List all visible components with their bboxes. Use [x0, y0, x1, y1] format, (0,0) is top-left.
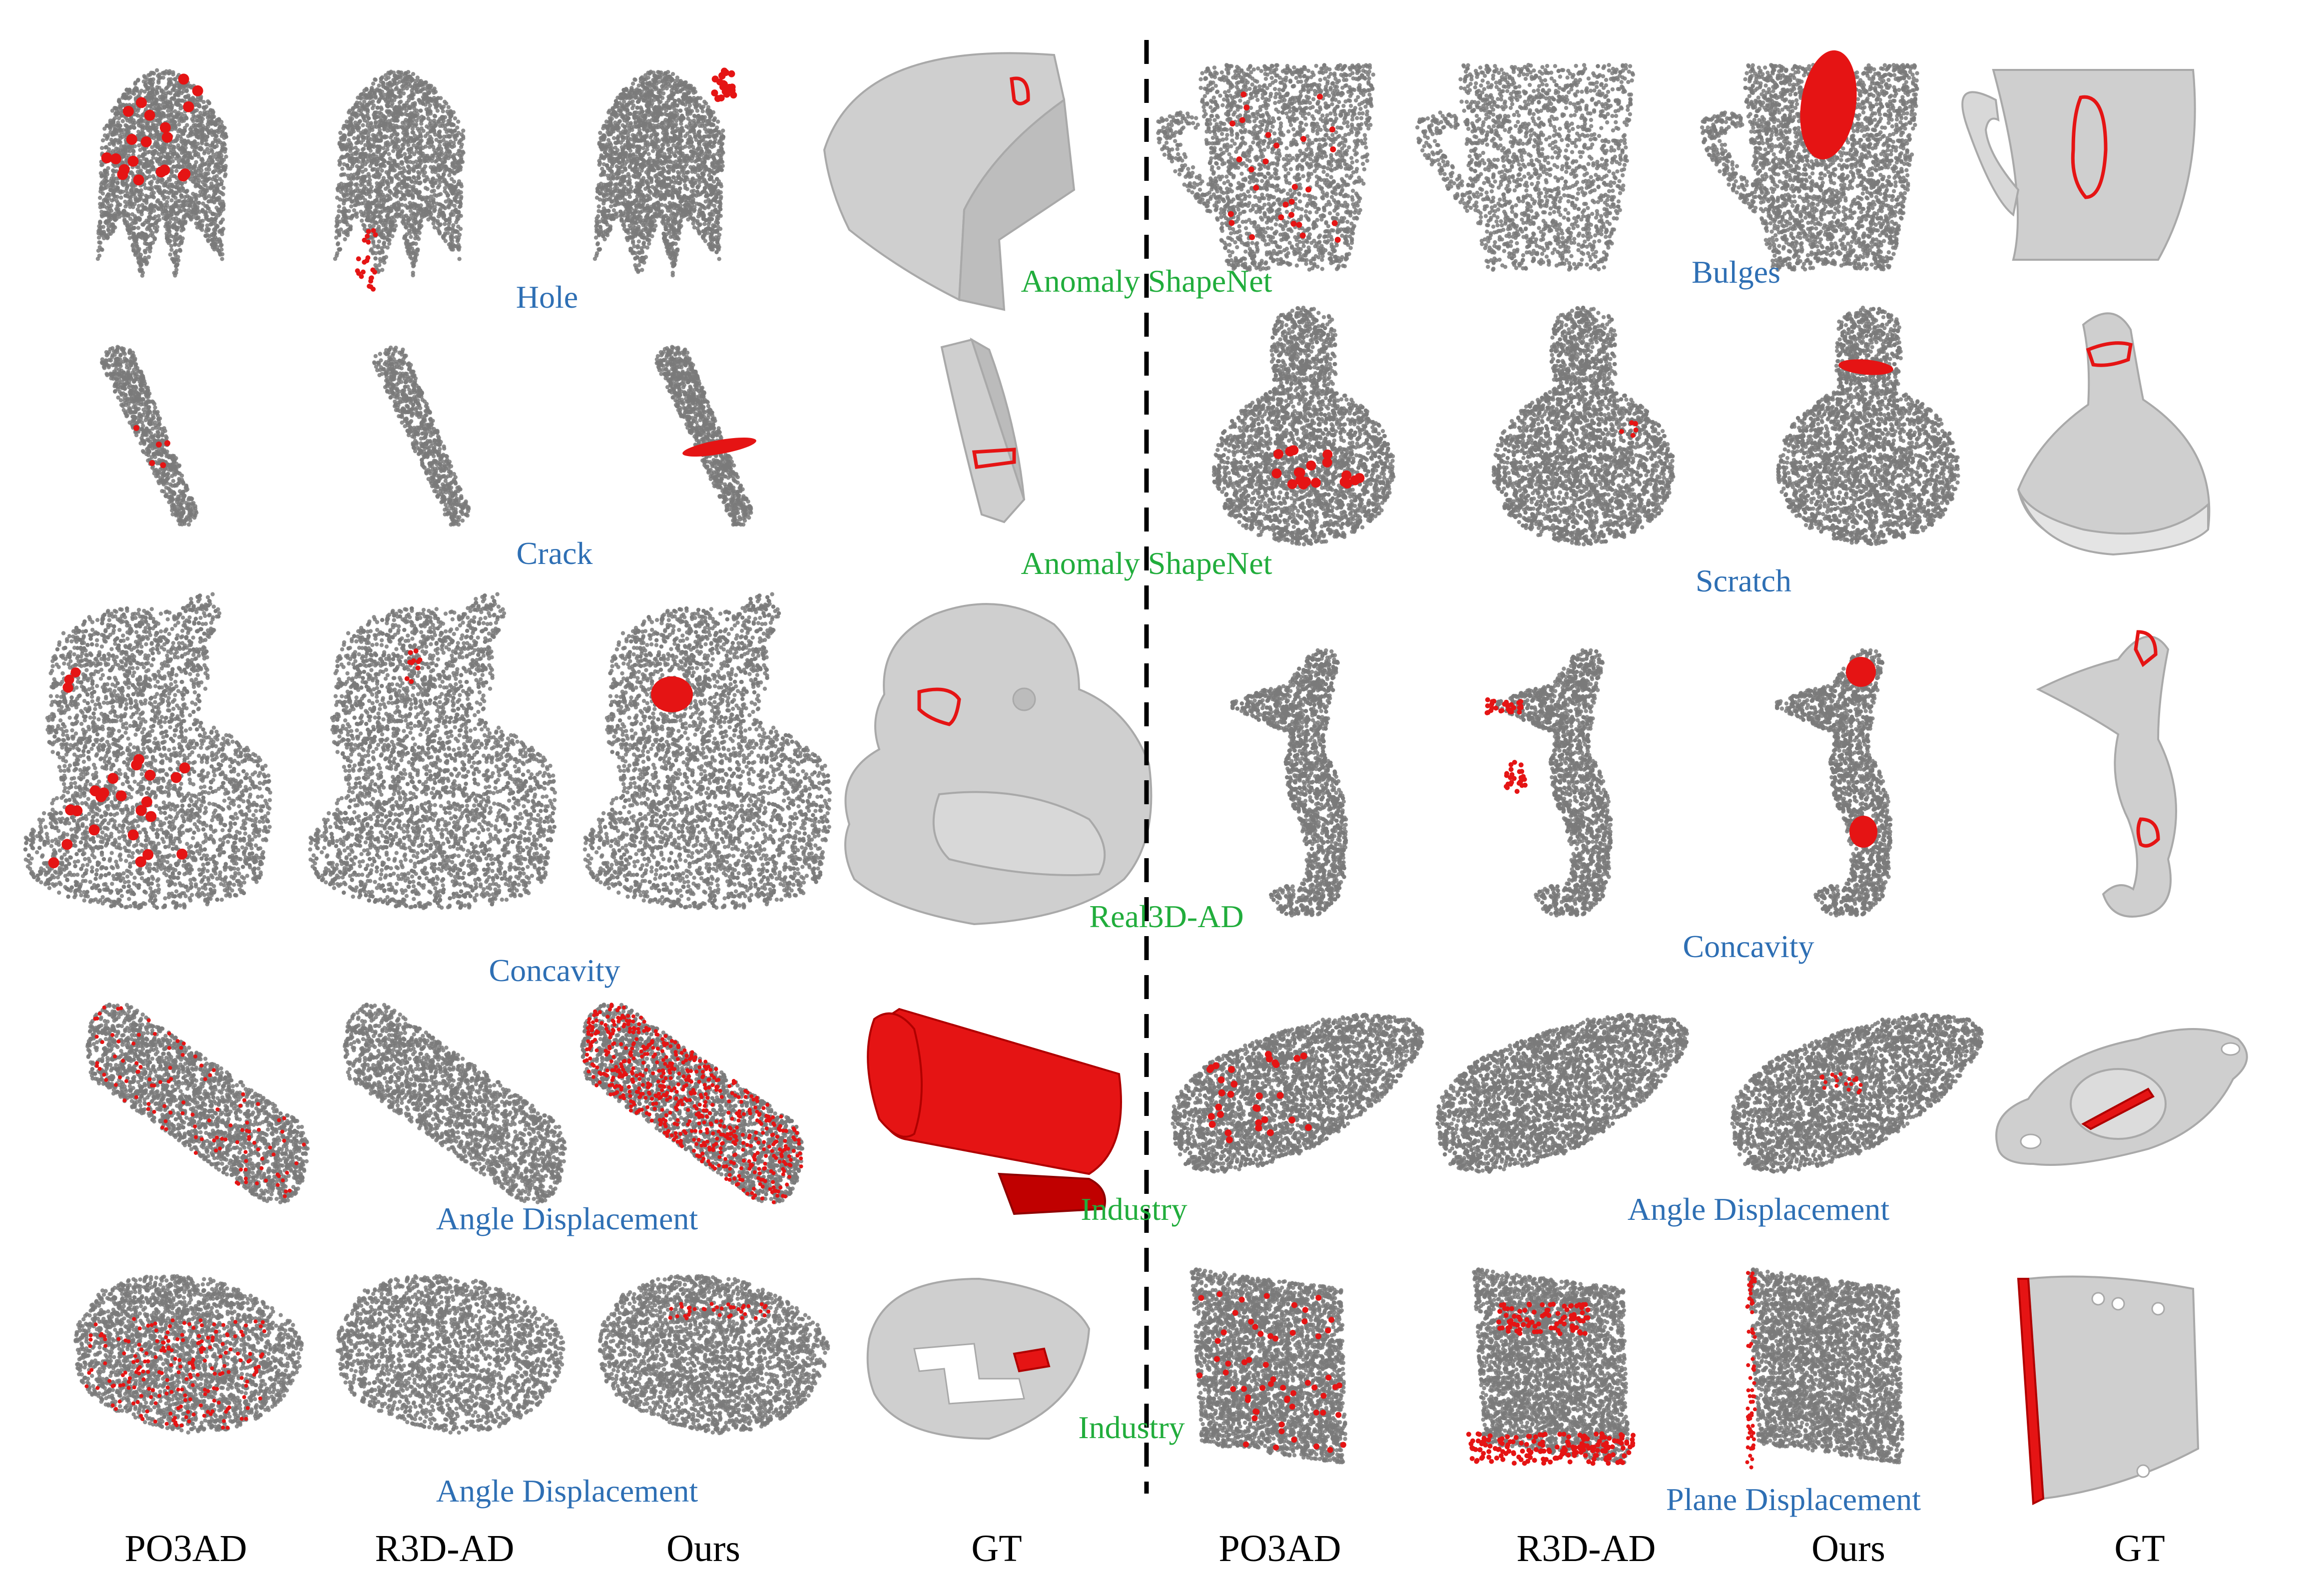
dataset-label-row1: Anomaly ShapeNet [1021, 265, 1272, 297]
pointcloud-bulb-ours [1776, 306, 1960, 546]
gt-mesh-cup [1962, 70, 2195, 260]
anomaly-label-row5-left: Angle Displacement [436, 1475, 698, 1507]
pointcloud-bulb-po3ad [1212, 306, 1396, 546]
pointcloud-plate-ours [1745, 1267, 1905, 1469]
pointcloud-helmet-ours [593, 67, 737, 277]
gt-mesh-stick [942, 340, 1024, 522]
pointcloud-seahorse-ours [1775, 648, 1893, 918]
dataset-label-row2: Anomaly ShapeNet [1021, 547, 1272, 579]
anomaly-label-row3-left: Concavity [489, 955, 620, 987]
column-label-left-gt: GT [971, 1530, 1022, 1568]
dataset-label-row3: Real3D-AD [1089, 901, 1243, 933]
pointcloud-stick-r3dad [372, 346, 471, 527]
pointcloud-helmet-r3dad [333, 70, 466, 292]
column-label-right-po3ad: PO3AD [1219, 1530, 1341, 1568]
pointcloud-plate-r3dad [1466, 1267, 1636, 1466]
pointcloud-stick-po3ad [100, 345, 198, 527]
pointcloud-cup-r3dad [1415, 63, 1635, 272]
pointcloud-seahorse-po3ad [1230, 648, 1348, 918]
gt-mesh-duck [845, 604, 1151, 924]
gt-mesh-plate [2018, 1277, 2198, 1504]
column-label-right-ours: Ours [1811, 1530, 1885, 1568]
column-label-right-r3dad: R3D-AD [1517, 1530, 1656, 1568]
pointcloud-ring-po3ad [73, 1274, 304, 1435]
gt-mesh-flange [1996, 1029, 2247, 1165]
pointcloud-tube-ours [580, 1003, 804, 1204]
dataset-label-row4: Industry [1081, 1193, 1187, 1225]
pointcloud-tube-po3ad [85, 1003, 310, 1204]
anomaly-label-row4-right: Angle Displacement [1628, 1193, 1889, 1225]
pointcloud-plate-po3ad [1189, 1267, 1347, 1464]
pointcloud-ring-r3dad [336, 1274, 566, 1435]
pointcloud-duck-ours [583, 592, 832, 910]
pointcloud-stick-ours [655, 345, 758, 527]
anomaly-label-row5-right: Plane Displacement [1666, 1484, 1921, 1516]
pointcloud-helmet-po3ad [96, 68, 228, 278]
pointcloud-tube-r3dad [343, 1003, 567, 1204]
pointcloud-ring-ours [598, 1274, 830, 1436]
column-label-right-gt: GT [2114, 1530, 2165, 1568]
gt-mesh-ring [868, 1279, 1089, 1439]
pointcloud-flange-po3ad [1170, 1013, 1424, 1173]
gt-mesh-tube [868, 1009, 1121, 1214]
pointcloud-cup-po3ad [1156, 63, 1375, 272]
gt-mesh-seahorse [2038, 632, 2176, 917]
pointcloud-seahorse-r3dad [1485, 648, 1613, 918]
pointcloud-flange-ours [1730, 1013, 1984, 1173]
dataset-label-row5: Industry [1078, 1412, 1184, 1444]
gt-mesh-bulb [2018, 313, 2209, 554]
pointcloud-bulb-r3dad [1492, 306, 1676, 546]
anomaly-label-row1-left: Hole [516, 281, 578, 313]
pointcloud-duck-po3ad [23, 592, 272, 910]
anomaly-label-row1-right: Bulges [1692, 256, 1780, 288]
column-label-left-r3dad: R3D-AD [375, 1530, 515, 1568]
column-label-left-ours: Ours [666, 1530, 740, 1568]
pointcloud-flange-r3dad [1435, 1013, 1689, 1173]
pointcloud-duck-r3dad [308, 592, 557, 910]
pointcloud-cup-ours [1700, 46, 1919, 272]
column-label-left-po3ad: PO3AD [125, 1530, 247, 1568]
anomaly-label-row4-left: Angle Displacement [436, 1203, 698, 1235]
anomaly-label-row2-right: Scratch [1696, 565, 1791, 597]
anomaly-label-row2-left: Crack [517, 537, 593, 569]
anomaly-label-row3-right: Concavity [1683, 931, 1814, 963]
